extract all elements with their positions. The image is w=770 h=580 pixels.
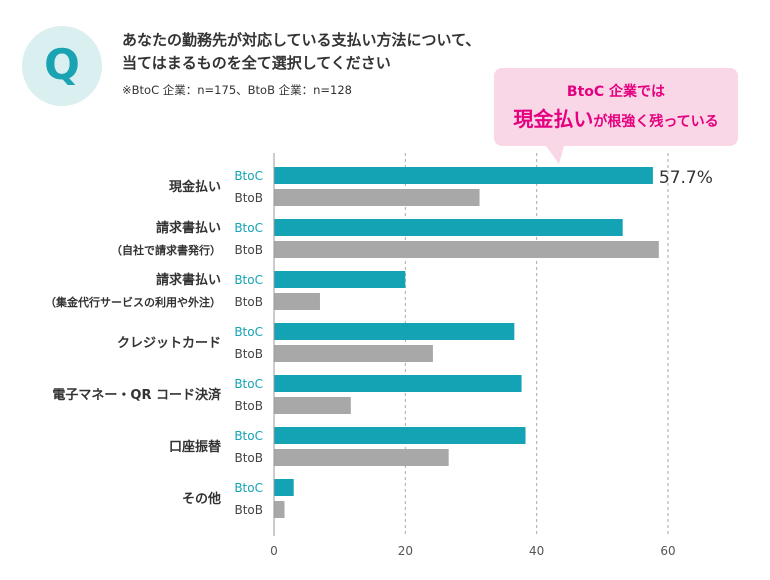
bar-btob-3 (274, 345, 433, 362)
series-label-btoc-1: BtoC (234, 221, 263, 235)
series-label-btob-0: BtoB (234, 191, 263, 205)
bar-btob-6 (274, 501, 285, 518)
series-label-btoc-5: BtoC (234, 429, 263, 443)
bar-btob-2 (274, 293, 320, 310)
series-label-btob-3: BtoB (234, 347, 263, 361)
series-label-btob-5: BtoB (234, 451, 263, 465)
bar-btob-4 (274, 397, 351, 414)
callout-rest: が根強く残っている (593, 114, 719, 130)
category-sublabel-2: （集金代行サービスの利用や外注） (45, 295, 221, 309)
bar-btoc-1 (274, 219, 623, 236)
category-label-3: クレジットカード (117, 336, 221, 351)
x-tick-label-40: 40 (529, 544, 544, 558)
series-label-btob-2: BtoB (234, 295, 263, 309)
series-label-btoc-2: BtoC (234, 273, 263, 287)
x-tick-label-60: 60 (660, 544, 675, 558)
x-tick-label-20: 20 (398, 544, 413, 558)
callout-emphasis: 現金払い (513, 107, 594, 131)
bar-btoc-0 (274, 167, 653, 184)
bar-btoc-6 (274, 479, 294, 496)
category-label-6: その他 (182, 491, 221, 507)
series-label-btoc-6: BtoC (234, 481, 263, 495)
question-badge: Q (22, 26, 102, 106)
series-label-btob-4: BtoB (234, 399, 263, 413)
bar-btob-5 (274, 449, 449, 466)
series-label-btoc-0: BtoC (234, 169, 263, 183)
bar-btob-0 (274, 189, 480, 206)
data-label: 57.7% (659, 168, 713, 188)
bar-btoc-3 (274, 323, 515, 340)
bar-btoc-5 (274, 427, 526, 444)
question-text: あなたの勤務先が対応している支払い方法について、 当てはまるものを全て選択してく… (122, 29, 542, 75)
category-label-4: 電子マネー・QR コード決済 (52, 387, 222, 403)
series-label-btoc-3: BtoC (234, 325, 263, 339)
bar-btoc-2 (274, 271, 406, 288)
bar-btob-1 (274, 241, 659, 258)
category-sublabel-1: （自社で請求書発行） (111, 243, 221, 257)
category-label-0: 現金払い (169, 179, 221, 195)
category-label-1: 請求書払い (156, 220, 221, 236)
category-label-2: 請求書払い (156, 272, 221, 288)
callout-line-2: 現金払いが根強く残っている (494, 106, 738, 135)
callout-line-1: BtoC 企業では (566, 84, 666, 100)
x-tick-label-0: 0 (270, 544, 278, 558)
series-label-btob-6: BtoB (234, 503, 263, 517)
question-line-1: あなたの勤務先が対応している支払い方法について、 (122, 31, 481, 49)
series-label-btob-1: BtoB (234, 243, 263, 257)
callout-bubble: BtoC 企業では 現金払いが根強く残っている (494, 68, 738, 164)
question-badge-letter: Q (44, 40, 80, 89)
series-label-btoc-4: BtoC (234, 377, 263, 391)
sample-size-note: ※BtoC 企業：n=175、BtoB 企業：n=128 (122, 83, 352, 97)
question-line-2: 当てはまるものを全て選択してください (122, 54, 391, 72)
category-label-5: 口座振替 (169, 439, 222, 455)
bar-btoc-4 (274, 375, 522, 392)
